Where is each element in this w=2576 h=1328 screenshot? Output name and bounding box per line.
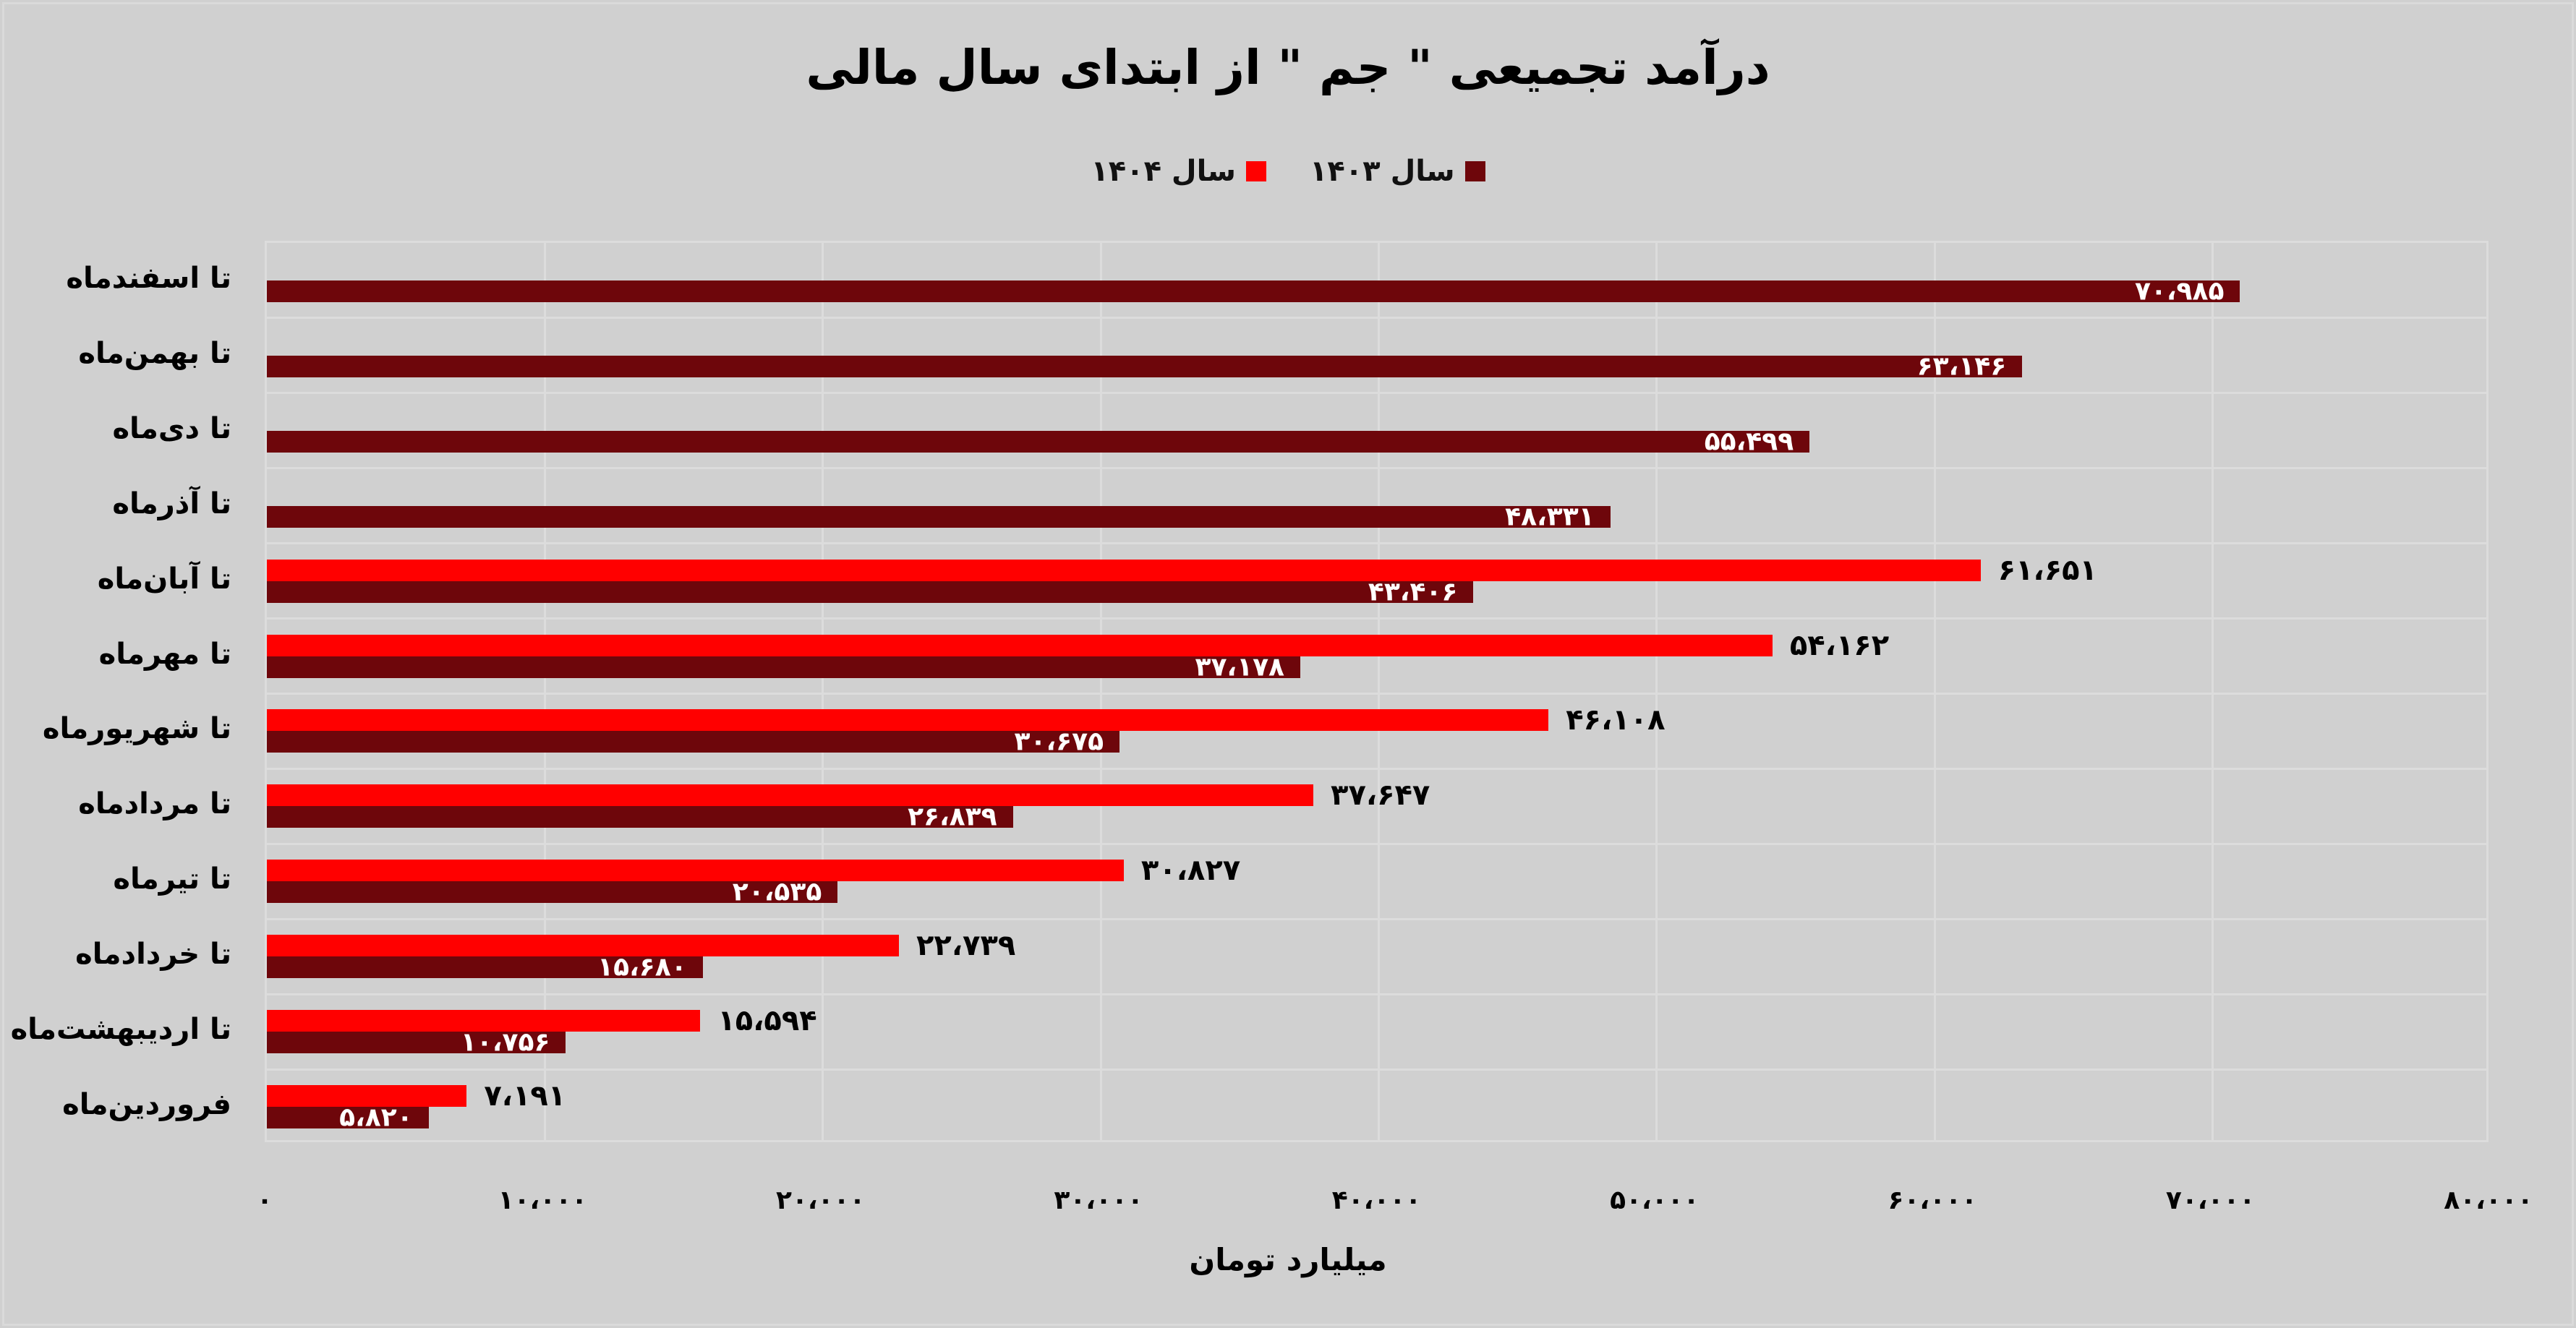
vertical-gridline — [1099, 243, 1102, 1140]
legend-swatch-1404 — [1246, 161, 1266, 181]
bar-1403: ۲۰،۵۳۵ — [267, 878, 838, 907]
bar-1403: ۵۵،۴۹۹ — [267, 427, 1810, 456]
vertical-gridline — [2212, 243, 2214, 1140]
bar-value-label-1403: ۲۶،۸۳۹ — [908, 802, 997, 832]
bar-1404: ۵۴،۱۶۲ — [267, 629, 1889, 662]
bar-1403: ۳۷،۱۷۸ — [267, 652, 1301, 682]
x-axis-title: میلیارد تومان — [1189, 1242, 1387, 1277]
bar-value-label-1403: ۷۰،۹۸۵ — [2134, 276, 2225, 307]
category-label: تا مهرماه — [98, 637, 231, 671]
vertical-gridline — [1655, 243, 1658, 1140]
category-label: تا شهریورماه — [42, 712, 231, 746]
bar-value-label-1404: ۴۶،۱۰۸ — [1566, 703, 1666, 737]
bar-1404: ۶۱،۶۵۱ — [267, 554, 2097, 587]
bar-1403: ۱۵،۶۸۰ — [267, 953, 703, 982]
vertical-gridline — [822, 243, 824, 1140]
bar-1403: ۷۰،۹۸۵ — [267, 276, 2240, 306]
horizontal-gridline — [267, 1068, 2486, 1071]
bar-1403: ۶۳،۱۴۶ — [267, 351, 2023, 381]
bar-value-label-1404: ۷،۱۹۱ — [484, 1079, 566, 1113]
vertical-gridline — [1933, 243, 1936, 1140]
bar-value-label-1403: ۵۵،۴۹۹ — [1704, 427, 1794, 457]
bar-value-label-1403: ۱۰،۷۵۶ — [460, 1027, 550, 1058]
x-tick-label: ۸۰،۰۰۰ — [2444, 1186, 2533, 1215]
bar-1403: ۵،۸۲۰ — [267, 1103, 429, 1133]
bar-value-label-1403: ۶۳،۱۴۶ — [1916, 351, 2007, 382]
bar-value-label-1403: ۳۷،۱۷۸ — [1195, 652, 1285, 682]
bar-value-label-1403: ۲۰،۵۳۵ — [732, 877, 822, 907]
horizontal-gridline — [267, 617, 2486, 620]
horizontal-gridline — [267, 993, 2486, 995]
x-tick-label: ۶۰،۰۰۰ — [1888, 1186, 1978, 1215]
bar-value-label-1404: ۲۲،۷۳۹ — [916, 929, 1016, 963]
legend-label-1403: سال ۱۴۰۳ — [1310, 155, 1455, 188]
x-tick-label: ۷۰،۰۰۰ — [2165, 1186, 2256, 1215]
bar-1403: ۳۰،۶۷۵ — [267, 727, 1120, 757]
category-label: تا تیرماه — [113, 862, 231, 896]
bar-1404: ۴۶،۱۰۸ — [267, 703, 1666, 737]
bar-value-label-1404: ۳۰،۸۲۷ — [1140, 854, 1241, 888]
bar-1403: ۱۰،۷۵۶ — [267, 1028, 566, 1058]
x-tick-label: ۰ — [257, 1186, 273, 1215]
x-tick-label: ۲۰،۰۰۰ — [775, 1186, 866, 1215]
vertical-gridline — [543, 243, 546, 1140]
horizontal-gridline — [267, 767, 2486, 770]
bar-value-label-1403: ۳۰،۶۷۵ — [1014, 727, 1104, 757]
category-label: تا اسفندماه — [66, 261, 231, 295]
bar-1404: ۳۷،۶۴۷ — [267, 779, 1430, 812]
bar-1404: ۷،۱۹۱ — [267, 1079, 566, 1113]
category-label: تا مردادماه — [78, 787, 231, 821]
chart-title: درآمد تجمیعی " جم " از ابتدای سال مالی — [806, 40, 1770, 95]
bar-value-label-1404: ۵۴،۱۶۲ — [1789, 628, 1890, 662]
x-tick-label: ۳۰،۰۰۰ — [1054, 1186, 1143, 1215]
category-label: فروردین‌ماه — [62, 1088, 231, 1122]
x-tick-label: ۵۰،۰۰۰ — [1610, 1186, 1699, 1215]
category-label: تا خردادماه — [75, 938, 231, 972]
bar-value-label-1404: ۱۵،۵۹۴ — [717, 1004, 817, 1038]
horizontal-gridline — [267, 317, 2486, 320]
horizontal-gridline — [267, 693, 2486, 695]
category-label: تا اردیبهشت‌ماه — [10, 1013, 231, 1047]
bar-1404: ۲۲،۷۳۹ — [267, 929, 1015, 962]
bar-value-label-1404: ۶۱،۶۵۱ — [1997, 553, 2097, 587]
plot-area: ۷۰،۹۸۵ ۶۳،۱۴۶ ۵۵،۴۹۹ ۴۸،۳۳۱ ۶۱،۶۵۱ ۴۳،۴۰۶ ۵۴،۱… — [265, 241, 2488, 1142]
horizontal-gridline — [267, 842, 2486, 845]
category-label: تا آبان‌ماه — [97, 562, 231, 596]
bar-value-label-1403: ۴۸،۳۳۱ — [1505, 502, 1595, 532]
bar-value-label-1403: ۴۳،۴۰۶ — [1368, 577, 1458, 607]
horizontal-gridline — [267, 917, 2486, 920]
legend-label-1404: سال ۱۴۰۴ — [1091, 155, 1236, 188]
bar-1404: ۱۵،۵۹۴ — [267, 1004, 817, 1037]
legend-item-1403: سال ۱۴۰۳ — [1310, 155, 1485, 188]
x-tick-label: ۴۰،۰۰۰ — [1331, 1186, 1422, 1215]
bar-1403: ۴۸،۳۳۱ — [267, 502, 1611, 531]
horizontal-gridline — [267, 467, 2486, 470]
bar-1403: ۴۳،۴۰۶ — [267, 577, 1474, 607]
legend: سال ۱۴۰۳ سال ۱۴۰۴ — [0, 155, 2576, 188]
legend-swatch-1403 — [1464, 161, 1485, 181]
category-label: تا آذرماه — [112, 487, 231, 521]
legend-item-1404: سال ۱۴۰۴ — [1091, 155, 1266, 188]
horizontal-gridline — [267, 542, 2486, 545]
bar-1403: ۲۶،۸۳۹ — [267, 802, 1013, 832]
category-label: تا بهمن‌ماه — [78, 336, 231, 370]
bar-value-label-1403: ۵،۸۲۰ — [339, 1102, 413, 1133]
category-label: تا دی‌ماه — [112, 411, 231, 445]
bar-1404: ۳۰،۸۲۷ — [267, 854, 1240, 887]
bar-value-label-1404: ۳۷،۶۴۷ — [1331, 779, 1430, 813]
x-tick-label: ۱۰،۰۰۰ — [498, 1186, 588, 1215]
vertical-gridline — [1378, 243, 1380, 1140]
horizontal-gridline — [267, 392, 2486, 395]
bar-value-label-1403: ۱۵،۶۸۰ — [597, 952, 687, 982]
